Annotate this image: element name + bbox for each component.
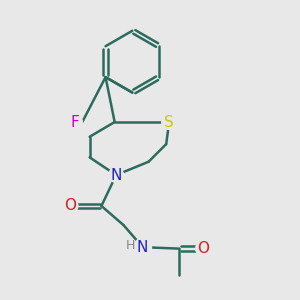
Circle shape <box>162 115 176 129</box>
Circle shape <box>68 115 82 129</box>
Text: S: S <box>164 115 174 130</box>
Text: N: N <box>137 240 148 255</box>
Circle shape <box>196 241 210 256</box>
Circle shape <box>134 238 152 256</box>
Text: N: N <box>110 167 122 182</box>
Text: O: O <box>197 241 209 256</box>
Text: O: O <box>64 198 76 213</box>
Text: H: H <box>126 239 135 252</box>
Circle shape <box>63 199 78 213</box>
Circle shape <box>109 168 124 182</box>
Text: F: F <box>70 115 79 130</box>
